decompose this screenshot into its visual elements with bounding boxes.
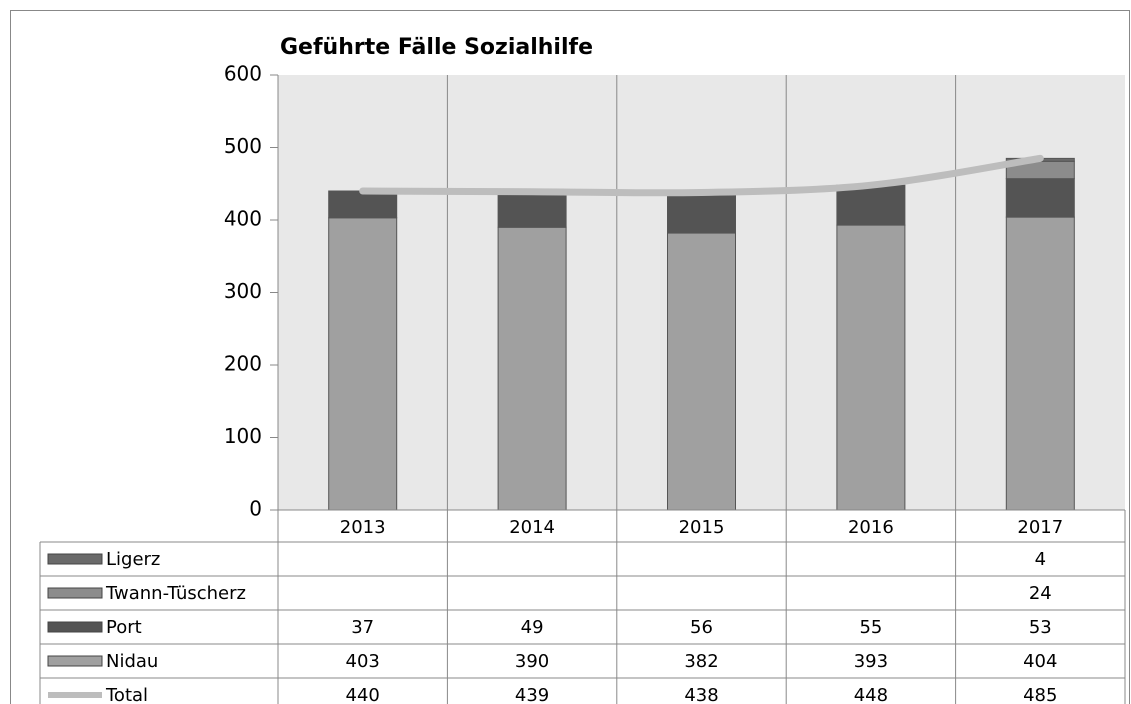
x-tick-label: 2014 xyxy=(509,517,555,538)
y-tick-label: 0 xyxy=(249,497,262,521)
y-tick-label: 100 xyxy=(224,424,262,448)
table-value: 438 xyxy=(684,685,718,704)
bar-segment xyxy=(497,226,567,511)
table-value: 404 xyxy=(1023,651,1057,672)
x-tick-label: 2013 xyxy=(340,517,386,538)
table-value: 440 xyxy=(346,685,380,704)
legend-label: Twann-Tüscherz xyxy=(105,583,246,604)
legend-label: Port xyxy=(106,617,142,638)
y-tick-label: 400 xyxy=(224,207,262,231)
legend-label: Nidau xyxy=(106,651,158,672)
legend-key xyxy=(47,621,103,633)
legend-label: Total xyxy=(105,685,148,704)
table-value: 56 xyxy=(690,617,713,638)
y-tick-label: 300 xyxy=(224,279,262,303)
chart-title: Geführte Fälle Sozialhilfe xyxy=(280,35,593,60)
x-tick-label: 2016 xyxy=(848,517,894,538)
table-value: 4 xyxy=(1035,549,1046,570)
table-value: 403 xyxy=(346,651,380,672)
table-value: 382 xyxy=(684,651,718,672)
table-value: 24 xyxy=(1029,583,1052,604)
table-value: 393 xyxy=(854,651,888,672)
line-series xyxy=(359,154,1044,197)
bar-segment xyxy=(328,190,398,219)
bar-segment xyxy=(836,224,906,511)
table-value: 439 xyxy=(515,685,549,704)
legend-key xyxy=(47,655,103,667)
bar-segment xyxy=(836,184,906,226)
table-value: 485 xyxy=(1023,685,1057,704)
table-value: 37 xyxy=(351,617,374,638)
y-tick-label: 600 xyxy=(224,62,262,86)
bar-segment xyxy=(667,191,736,234)
table-value: 55 xyxy=(859,617,882,638)
bar-segment xyxy=(1005,178,1075,218)
legend-key xyxy=(47,587,103,599)
table-value: 448 xyxy=(854,685,888,704)
legend-key xyxy=(47,553,103,565)
bar-segment xyxy=(667,232,736,511)
y-tick-label: 500 xyxy=(224,134,262,158)
x-tick-label: 2015 xyxy=(679,517,725,538)
table-value: 53 xyxy=(1029,617,1052,638)
table-value: 390 xyxy=(515,651,549,672)
bar-segment xyxy=(1005,216,1075,511)
x-tick-label: 2017 xyxy=(1017,517,1063,538)
bar-segment xyxy=(328,217,398,511)
table-value: 49 xyxy=(521,617,544,638)
bar-segment xyxy=(497,191,567,228)
y-tick-label: 200 xyxy=(224,352,262,376)
legend-label: Ligerz xyxy=(106,549,160,570)
